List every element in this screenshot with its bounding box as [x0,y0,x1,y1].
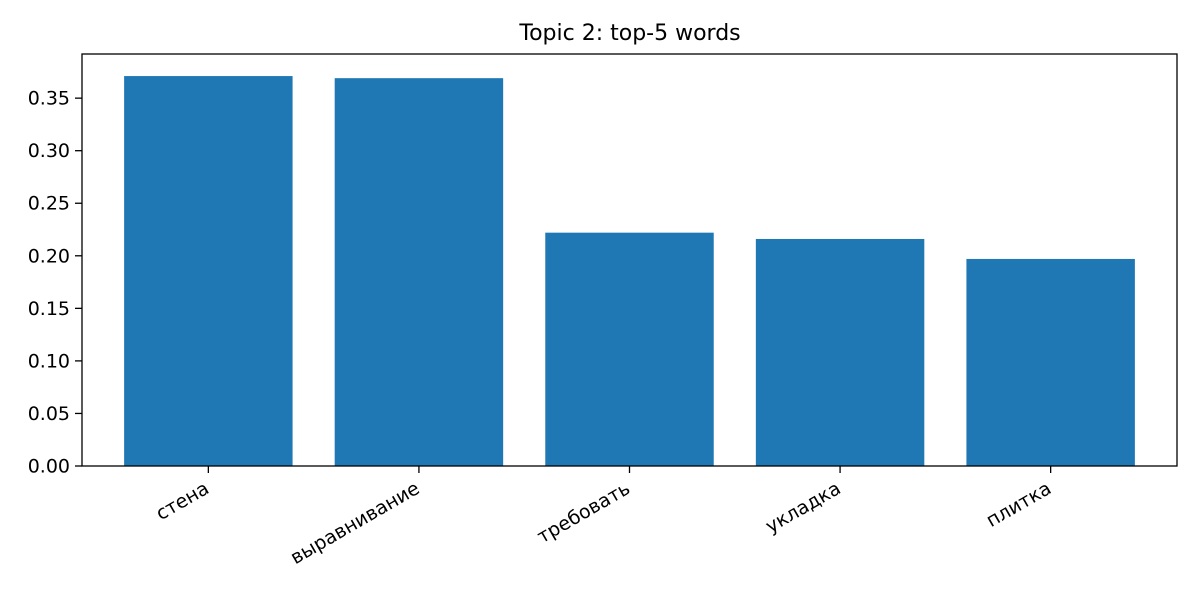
y-tick-label-3: 0.15 [28,298,70,320]
x-tick-label-0: стена [152,477,213,525]
y-tick-label-6: 0.30 [28,140,70,162]
plot-area: 0.00 0.05 0.10 0.15 0.20 0.25 0.30 0.35 стена выр… [28,53,1178,569]
bar-4 [755,238,925,466]
bar-5 [966,258,1135,466]
bar-3 [545,232,714,466]
y-tick-label-0: 0.00 [28,456,70,478]
y-tick-label-5: 0.25 [28,193,70,215]
chart-title: Topic 2: top-5 words [518,21,740,46]
bar-2 [334,78,504,467]
y-tick-label-7: 0.35 [28,88,70,110]
x-tick-label-4: плитка [983,477,1056,532]
x-tick-label-2: требовать [534,477,634,548]
x-tick-label-1: выравнивание [287,477,424,569]
y-tick-label-2: 0.10 [28,350,70,372]
y-tick-label-4: 0.20 [28,245,70,267]
y-tick-label-1: 0.05 [28,403,70,425]
x-tick-label-3: укладка [762,477,845,537]
bar-1 [124,76,293,466]
